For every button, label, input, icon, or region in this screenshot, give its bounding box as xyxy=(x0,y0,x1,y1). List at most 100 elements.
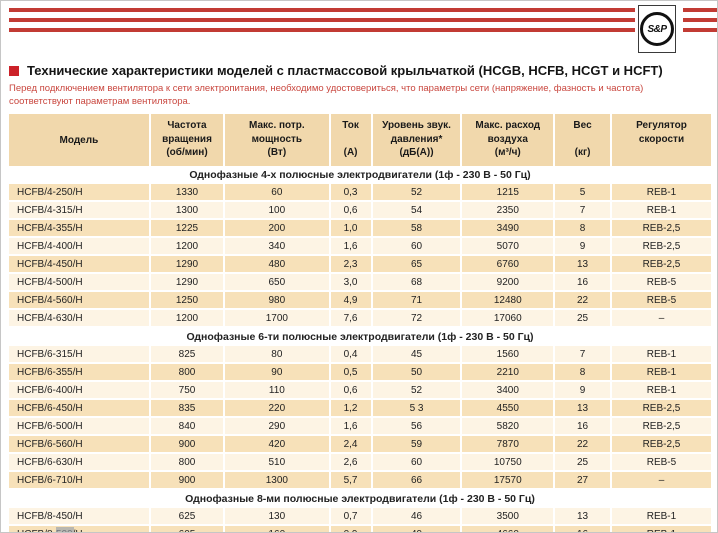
red-stripe xyxy=(683,28,717,32)
column-header-line: вращения xyxy=(162,133,212,145)
cell-noise: 65 xyxy=(372,256,463,275)
cell-regulator: REB-1 xyxy=(611,202,711,221)
cell-regulator: REB-5 xyxy=(611,454,711,473)
column-header-line: Ток xyxy=(342,120,359,132)
table-row: HCFB/6-400/H 750 110 0,6 52 3400 9 REB-1 xyxy=(9,382,711,401)
cell-rpm: 750 xyxy=(150,382,226,401)
column-header-line: (об/мин) xyxy=(166,147,208,159)
page-title: Технические характеристики моделей с пла… xyxy=(27,63,663,78)
cell-airflow: 5070 xyxy=(462,238,556,257)
cell-rpm: 625 xyxy=(150,508,226,527)
sp-logo: S&P xyxy=(638,5,676,53)
cell-airflow: 1560 xyxy=(462,346,556,365)
cell-airflow: 5820 xyxy=(462,418,556,437)
cell-regulator: REB-2,5 xyxy=(611,400,711,419)
cell-regulator: REB-1 xyxy=(611,526,711,532)
cell-regulator: REB-5 xyxy=(611,274,711,293)
column-header-line: Уровень звук. xyxy=(382,120,451,132)
cell-model: HCFB/6-315/H xyxy=(9,346,151,365)
spec-table: Модель Частота вращения (об/мин) Макс. потр.… xyxy=(9,114,711,532)
table-row: HCFB/8-450/H 625 130 0,7 46 3500 13 REB-1 xyxy=(9,508,711,527)
cell-rpm: 605 xyxy=(150,526,226,532)
cell-regulator: REB-1 xyxy=(611,508,711,527)
table-row: HCFB/6-560/H 900 420 2,4 59 7870 22 REB-2,5 xyxy=(9,436,711,455)
cell-power: 220 xyxy=(225,400,331,419)
cell-airflow: 7870 xyxy=(462,436,556,455)
cell-weight: 16 xyxy=(555,274,612,293)
cell-rpm: 1330 xyxy=(150,184,226,203)
column-header-line: Регулятор xyxy=(636,120,687,132)
column-header-line: (Вт) xyxy=(267,147,287,159)
column-header-line: (м³/ч) xyxy=(494,147,521,159)
column-header-line: давления* xyxy=(390,133,443,145)
cell-noise: 5 3 xyxy=(372,400,463,419)
section-title: Однофазные 8-ми полюсные электродвигател… xyxy=(9,490,711,509)
column-header-power: Макс. потр. мощность (Вт) xyxy=(225,114,331,167)
red-stripe xyxy=(9,8,635,12)
cell-weight: 9 xyxy=(555,238,612,257)
cell-airflow: 4660 xyxy=(462,526,556,532)
cell-weight: 25 xyxy=(555,454,612,473)
header-row: Модель Частота вращения (об/мин) Макс. потр.… xyxy=(9,114,711,167)
cell-rpm: 900 xyxy=(150,472,226,491)
cell-airflow: 2350 xyxy=(462,202,556,221)
cell-noise: 50 xyxy=(372,364,463,383)
cell-rpm: 1250 xyxy=(150,292,226,311)
cell-power: 80 xyxy=(225,346,331,365)
cell-weight: 16 xyxy=(555,418,612,437)
column-header-regulator: Регулятор скорости xyxy=(611,114,711,167)
column-header-model: Модель xyxy=(9,114,151,167)
cell-noise: 49 xyxy=(372,526,463,532)
column-header-line: воздуха xyxy=(487,133,528,145)
cell-current: 4,9 xyxy=(330,292,373,311)
cell-noise: 72 xyxy=(372,310,463,329)
table-row: HCFB/6-630/H 800 510 2,6 60 10750 25 REB-5 xyxy=(9,454,711,473)
table-row: HCFB/4-450/H 1290 480 2,3 65 6760 13 REB-2,5 xyxy=(9,256,711,275)
top-band: S&P xyxy=(1,1,717,55)
cell-rpm: 1300 xyxy=(150,202,226,221)
cell-weight: 8 xyxy=(555,364,612,383)
cell-regulator: REB-2,5 xyxy=(611,238,711,257)
table-row: HCFB/4-500/H 1290 650 3,0 68 9200 16 REB-5 xyxy=(9,274,711,293)
cell-weight: 13 xyxy=(555,256,612,275)
cell-rpm: 1200 xyxy=(150,238,226,257)
cell-power: 650 xyxy=(225,274,331,293)
column-header-rpm: Частота вращения (об/мин) xyxy=(150,114,226,167)
cell-regulator: REB-2,5 xyxy=(611,436,711,455)
cell-weight: 25 xyxy=(555,310,612,329)
cell-airflow: 17570 xyxy=(462,472,556,491)
cell-current: 0,5 xyxy=(330,364,373,383)
red-square-bullet-icon xyxy=(9,66,19,76)
cell-noise: 46 xyxy=(372,508,463,527)
cell-noise: 52 xyxy=(372,382,463,401)
column-header-line: (А) xyxy=(343,147,358,159)
cell-power: 1700 xyxy=(225,310,331,329)
table-row: HCFB/8-500/H6051600,949466016REB-1 xyxy=(9,526,711,532)
cell-rpm: 1200 xyxy=(150,310,226,329)
table-row: HCFB/4-630/H 1200 1700 7,6 72 17060 25– xyxy=(9,310,711,329)
cell-noise: 71 xyxy=(372,292,463,311)
cell-power: 1300 xyxy=(225,472,331,491)
cell-power: 340 xyxy=(225,238,331,257)
cell-current: 0,4 xyxy=(330,346,373,365)
cell-model: HCFB/4-500/H xyxy=(9,274,151,293)
cell-model: HCFB/8-500/H xyxy=(9,526,151,532)
cell-airflow: 10750 xyxy=(462,454,556,473)
cell-current: 1,6 xyxy=(330,238,373,257)
cell-model: HCFB/6-710/H xyxy=(9,472,151,491)
cell-weight: 22 xyxy=(555,292,612,311)
cell-noise: 68 xyxy=(372,274,463,293)
cell-regulator: REB-2,5 xyxy=(611,220,711,239)
section-title: Однофазные 4-х полюсные электродвигатели… xyxy=(9,166,711,185)
cell-model: HCFB/6-400/H xyxy=(9,382,151,401)
cell-model: HCFB/4-560/H xyxy=(9,292,151,311)
cell-regulator: REB-2,5 xyxy=(611,256,711,275)
cell-model: HCFB/4-450/H xyxy=(9,256,151,275)
section-header-row: Однофазные 6-ти полюсные электродвигател… xyxy=(9,328,711,347)
sp-logo-text: S&P xyxy=(647,23,667,35)
cell-noise: 60 xyxy=(372,238,463,257)
cell-weight: 13 xyxy=(555,400,612,419)
cell-current: 1,6 xyxy=(330,418,373,437)
spec-table-head: Модель Частота вращения (об/мин) Макс. потр.… xyxy=(9,114,711,167)
